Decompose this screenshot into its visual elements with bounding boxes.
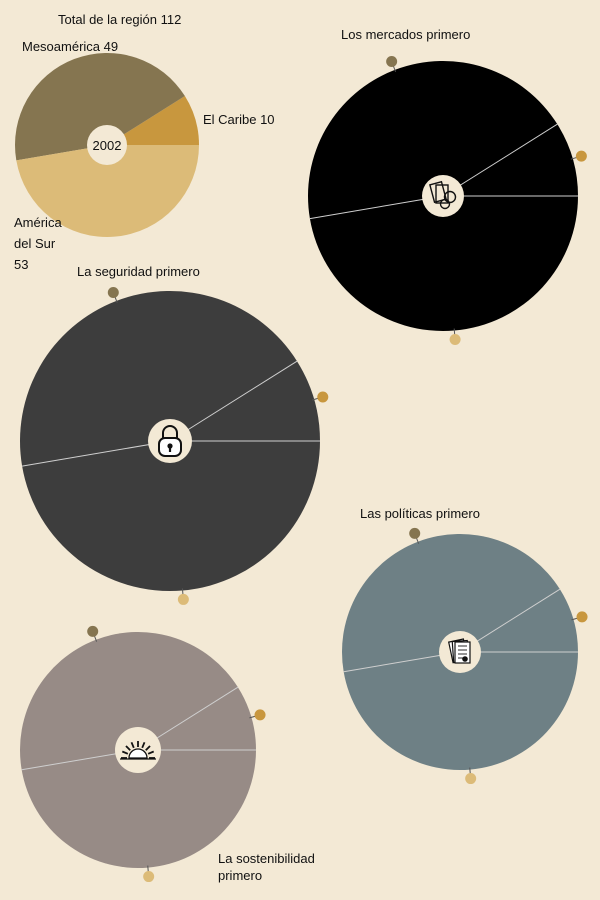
slice-mesoamerica (14, 52, 185, 161)
marker-caribe (576, 611, 588, 623)
marker-sur (465, 773, 477, 785)
slice-divider (22, 440, 171, 467)
slice-divider (169, 360, 298, 442)
slice-caribe (107, 96, 199, 145)
marker-sur (449, 333, 461, 345)
slice-mesoamerica-mercados (308, 61, 558, 219)
sunrise-icon (120, 741, 156, 760)
marker-caribe (317, 391, 329, 403)
title-sostenibilidad-line1: La sostenibilidad (218, 851, 315, 866)
slice-mesoamerica-seguridad (19, 290, 298, 467)
marker-caribe (254, 709, 266, 721)
title-mercados: Los mercados primero (341, 27, 471, 42)
slice-caribe-sostenibilidad (138, 687, 256, 750)
marker-mesoamerica (87, 625, 99, 637)
slice-sur-seguridad (22, 441, 320, 591)
marker-mesoamerica (409, 527, 421, 539)
marker-mesoamerica (107, 286, 119, 298)
slice-sur-mercados (309, 196, 578, 331)
slice-label-sur-line3: 53 (14, 257, 29, 272)
slice-label-sur-line1: América (14, 215, 62, 230)
padlock-icon (158, 425, 182, 457)
marker-mesoamerica (386, 55, 398, 67)
slice-sur-politicas (343, 652, 578, 770)
marker-sur (177, 593, 189, 605)
documents-icon (447, 638, 471, 664)
center-disc-mercados (422, 175, 464, 217)
marker-caribe (575, 150, 587, 162)
title-sostenibilidad-line2: primero (218, 868, 263, 883)
slice-caribe-politicas (460, 589, 578, 652)
pie-politicas (341, 527, 588, 785)
slice-divider (442, 123, 558, 197)
slice-divider (309, 195, 444, 220)
pie-2002: 2002 (14, 52, 199, 237)
slice-caribe-mercados (443, 124, 578, 196)
title-politicas: Las políticas primero (360, 506, 480, 521)
center-disc-2002 (87, 125, 127, 165)
slice-mesoamerica-politicas (341, 533, 560, 672)
slice-mesoamerica-sostenibilidad (19, 632, 238, 770)
slice-label-sur-line2: del Sur (14, 236, 56, 251)
slice-sur-sostenibilidad (21, 750, 256, 868)
slice-label-mesoamerica: Mesoamérica 49 (22, 39, 119, 54)
title-seguridad: La seguridad primero (77, 264, 200, 279)
pie-sostenibilidad (19, 625, 266, 883)
pie-seguridad (19, 286, 329, 605)
books-icon (429, 180, 457, 210)
year-label: 2002 (93, 138, 122, 153)
pie-mercados (308, 55, 587, 345)
marker-sur (143, 871, 155, 883)
slice-caribe-seguridad (170, 361, 320, 441)
region-total-title: Total de la región 112 (58, 12, 182, 27)
slice-label-caribe: El Caribe 10 (203, 112, 275, 127)
slice-sur (16, 145, 199, 237)
